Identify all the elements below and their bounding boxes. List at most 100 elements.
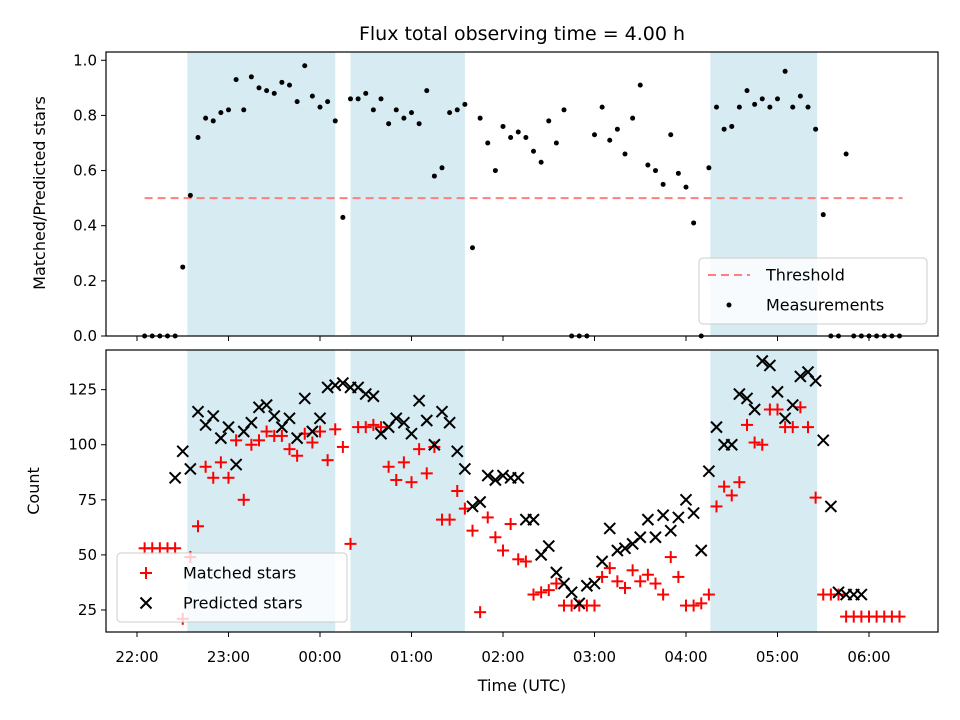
predicted-star-point bbox=[283, 412, 296, 425]
bottom-legend-box bbox=[116, 552, 348, 623]
legend-predicted-swatch bbox=[139, 596, 153, 610]
measurement-point bbox=[759, 96, 765, 102]
measurement-point bbox=[538, 159, 544, 165]
predicted-star-point bbox=[763, 359, 777, 372]
matched-star-point bbox=[802, 421, 814, 434]
matched-star-point bbox=[443, 513, 456, 526]
predicted-star-point bbox=[740, 392, 754, 405]
measurement-point bbox=[348, 96, 353, 102]
y-tick-label: 0.8 bbox=[73, 106, 97, 124]
matched-star-point bbox=[664, 551, 677, 564]
predicted-star-point bbox=[672, 511, 685, 524]
matched-star-point bbox=[512, 553, 525, 566]
predicted-star-point bbox=[481, 469, 494, 482]
matched-star-point bbox=[336, 440, 349, 453]
predicted-star-point bbox=[542, 539, 555, 553]
measurement-point bbox=[477, 115, 483, 121]
x-tick-label: 22:00 bbox=[115, 648, 158, 666]
measurement-point bbox=[226, 107, 231, 113]
legend-matched-swatch bbox=[140, 567, 152, 579]
measurement-point bbox=[508, 134, 514, 140]
measurement-point bbox=[767, 104, 773, 110]
measurement-point bbox=[370, 107, 376, 113]
predicted-star-point bbox=[725, 438, 738, 451]
matched-star-point bbox=[481, 511, 494, 524]
measurement-point bbox=[797, 93, 803, 99]
measurement-point bbox=[431, 173, 437, 179]
legend-predicted-label: Predicted stars bbox=[183, 594, 303, 613]
x-tick-label: 04:00 bbox=[664, 648, 707, 666]
measurement-point bbox=[454, 107, 460, 113]
matched-star-point bbox=[809, 491, 822, 504]
matched-star-point bbox=[756, 438, 769, 451]
predicted-star-point bbox=[687, 506, 700, 520]
predicted-star-point bbox=[405, 427, 418, 440]
measurement-point bbox=[622, 151, 628, 157]
measurement-point bbox=[820, 212, 826, 218]
predicted-star-point bbox=[191, 405, 205, 418]
measurement-point bbox=[187, 192, 193, 198]
matched-star-point bbox=[458, 502, 471, 515]
measurement-point bbox=[675, 170, 681, 176]
measurement-point bbox=[203, 115, 209, 121]
matched-star-point bbox=[687, 599, 700, 612]
predicted-star-point bbox=[397, 416, 411, 429]
matched-star-point bbox=[657, 588, 670, 601]
predicted-star-point bbox=[580, 579, 594, 592]
predicted-star-point bbox=[367, 390, 380, 403]
matched-star-point bbox=[527, 588, 540, 601]
predicted-star-point bbox=[336, 376, 350, 390]
predicted-star-point bbox=[664, 524, 677, 537]
matched-star-point bbox=[641, 568, 654, 581]
matched-star-point bbox=[329, 423, 342, 436]
predicted-star-point bbox=[321, 381, 334, 394]
predicted-star-point bbox=[306, 425, 319, 438]
predicted-star-point bbox=[176, 445, 189, 458]
predicted-star-point bbox=[229, 458, 243, 471]
matched-star-point bbox=[596, 570, 609, 583]
measurement-point bbox=[470, 245, 475, 251]
x-tick-label: 01:00 bbox=[390, 648, 433, 666]
predicted-star-point bbox=[260, 398, 273, 412]
measurement-point bbox=[309, 93, 315, 99]
measurement-point bbox=[409, 110, 414, 116]
matched-star-point bbox=[390, 473, 403, 486]
measurement-point bbox=[805, 104, 811, 110]
predicted-star-point bbox=[824, 500, 838, 513]
y-tick-label: 1.0 bbox=[73, 51, 97, 69]
shaded-interval bbox=[350, 52, 465, 336]
top-chart-title: Flux total observing time = 4.00 h bbox=[359, 23, 685, 45]
matched-star-point bbox=[382, 460, 395, 473]
matched-star-point bbox=[199, 460, 212, 473]
predicted-star-point bbox=[733, 387, 746, 401]
predicted-star-point bbox=[390, 412, 403, 425]
matched-star-point bbox=[702, 588, 715, 601]
matched-star-point bbox=[733, 476, 746, 489]
measurement-point bbox=[302, 63, 308, 69]
measurement-point bbox=[553, 140, 559, 146]
predicted-star-point bbox=[588, 577, 601, 590]
measurement-point bbox=[256, 85, 262, 91]
matched-star-point bbox=[519, 555, 532, 568]
measurement-point bbox=[561, 107, 567, 113]
predicted-star-point bbox=[702, 464, 716, 478]
legend-matched-label: Matched stars bbox=[183, 564, 296, 583]
matched-star-point bbox=[192, 520, 204, 533]
matched-star-point bbox=[291, 449, 304, 462]
x-tick-label: 03:00 bbox=[573, 648, 616, 666]
measurement-point bbox=[630, 115, 636, 121]
y-tick-label: 125 bbox=[68, 381, 97, 399]
predicted-star-point bbox=[550, 566, 563, 579]
measurement-point bbox=[607, 137, 613, 143]
matched-star-point bbox=[245, 438, 258, 451]
y-tick-label: 100 bbox=[68, 436, 97, 454]
bottom-legend: Matched stars Predicted stars bbox=[116, 552, 348, 623]
bottom-y-axis-label: Count bbox=[24, 467, 43, 515]
measurement-point bbox=[790, 104, 796, 110]
predicted-star-point bbox=[496, 469, 510, 482]
measurement-point bbox=[271, 90, 277, 96]
predicted-star-point bbox=[809, 374, 822, 388]
measurement-point bbox=[752, 101, 758, 107]
predicted-star-point bbox=[756, 354, 769, 368]
matched-star-point bbox=[474, 606, 487, 619]
